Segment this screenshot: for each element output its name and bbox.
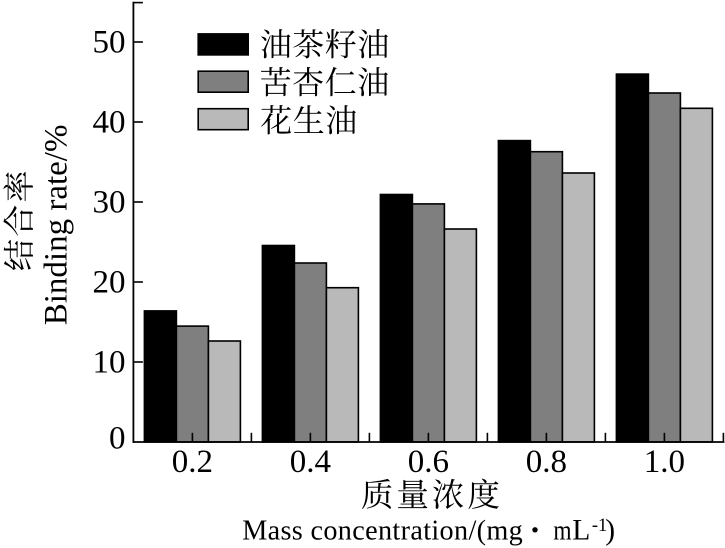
svg-text:0.8: 0.8 — [526, 444, 567, 480]
svg-text:20: 20 — [93, 265, 126, 301]
svg-text:0: 0 — [109, 421, 126, 457]
svg-text:30: 30 — [93, 185, 126, 221]
svg-text:0.6: 0.6 — [408, 444, 449, 480]
svg-text:L: L — [572, 514, 590, 546]
svg-text:0.4: 0.4 — [290, 444, 331, 480]
svg-text:50: 50 — [93, 25, 126, 61]
svg-text:0.2: 0.2 — [172, 444, 213, 480]
svg-text:m: m — [553, 515, 571, 546]
svg-text:-1: -1 — [592, 516, 607, 536]
svg-text:10: 10 — [93, 345, 126, 381]
svg-text:1.0: 1.0 — [644, 444, 685, 480]
svg-text:Mass concentration/(mg: Mass concentration/(mg — [242, 515, 523, 546]
svg-text:40: 40 — [93, 105, 126, 141]
svg-text:): ) — [605, 514, 615, 546]
svg-text:Binding rate/%: Binding rate/% — [39, 125, 75, 326]
